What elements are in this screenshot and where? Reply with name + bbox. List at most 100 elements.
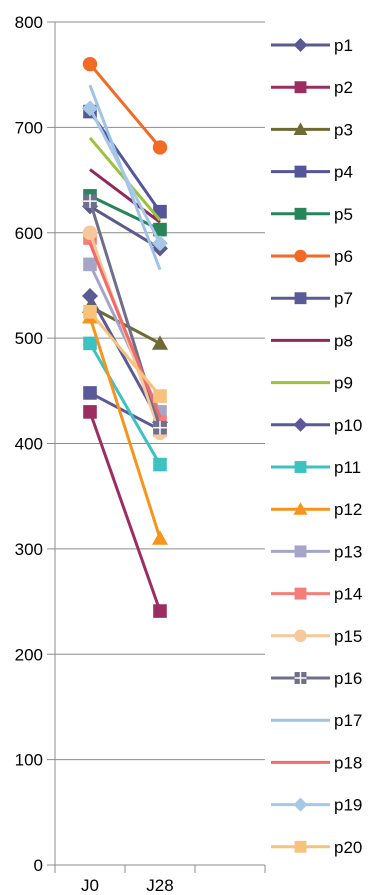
y-tick-label: 600 [15, 224, 43, 243]
legend-label: p2 [334, 78, 353, 97]
data-point-p16 [83, 194, 97, 208]
series-p19 [82, 100, 168, 252]
legend-swatch-marker [294, 672, 307, 684]
y-tick-label: 800 [15, 13, 43, 32]
legend-label: p4 [334, 163, 353, 182]
legend-label: p17 [334, 711, 362, 730]
legend-label: p11 [334, 458, 361, 477]
legend-label: p5 [334, 205, 353, 224]
legend-entry-p2: p2 [271, 78, 353, 97]
legend-swatch-marker [294, 81, 307, 94]
series-p11 [83, 336, 167, 472]
series-line-p8 [89, 168, 161, 224]
data-point-p20 [83, 304, 97, 319]
legend-entry-p20: p20 [271, 838, 362, 857]
data-point-p20 [153, 389, 167, 403]
legend-entry-p6: p6 [271, 247, 353, 266]
legend-swatch-marker [293, 502, 308, 515]
data-point-p6 [152, 140, 168, 155]
data-point-p2 [153, 604, 167, 618]
legend-label: p1 [334, 36, 353, 55]
x-tick-label: J0 [81, 876, 99, 895]
legend-entry-p15: p15 [271, 627, 362, 646]
series-line-p12 [88, 316, 162, 539]
legend-label: p9 [334, 374, 353, 393]
series-p20 [83, 304, 167, 403]
series-p6 [82, 56, 168, 155]
legend-entry-p1: p1 [271, 36, 353, 55]
y-tick-label: 400 [15, 435, 43, 454]
data-point-p13 [83, 257, 97, 272]
legend-swatch-marker [294, 461, 307, 473]
legend-entry-p11: p11 [271, 458, 361, 477]
data-point-p11 [153, 457, 167, 472]
series-line-p3 [89, 305, 161, 345]
y-tick-label: 500 [15, 329, 43, 348]
data-point-p19 [82, 100, 98, 117]
legend-swatch-marker [294, 207, 307, 220]
data-point-p16 [153, 420, 167, 435]
legend: p1 p2 p3 p4 p5 p6 p7 p8 p9 p10 p11 p12 p13 p14 p15 p16 p… [271, 36, 362, 857]
legend-label: p14 [334, 585, 362, 604]
series-line-p20 [88, 310, 162, 398]
legend-swatch-marker [293, 797, 308, 812]
x-tick-label: J28 [146, 876, 173, 895]
legend-entry-p4: p4 [271, 163, 353, 182]
data-point-p12 [152, 530, 168, 545]
legend-entry-p10: p10 [271, 416, 362, 435]
data-point-p3 [152, 335, 168, 350]
legend-swatch-marker [293, 122, 308, 135]
series-group [82, 56, 168, 618]
y-tick-label: 300 [15, 540, 43, 559]
series-line-p6 [88, 63, 162, 149]
data-point-p2 [83, 405, 97, 419]
legend-swatch-marker [293, 38, 308, 52]
legend-entry-p17: p17 [271, 711, 362, 730]
legend-entry-p13: p13 [271, 542, 362, 561]
series-p18 [88, 242, 162, 418]
series-line-p2 [88, 411, 162, 612]
legend-label: p13 [334, 542, 362, 561]
y-tick-label: 100 [15, 751, 43, 770]
legend-entry-p19: p19 [271, 796, 362, 815]
legend-swatch-marker [294, 165, 307, 178]
data-point-p10 [82, 287, 98, 304]
y-tick-label: 200 [15, 645, 43, 664]
legend-label: p19 [334, 796, 362, 815]
legend-entry-p16: p16 [271, 669, 362, 688]
legend-label: p18 [334, 753, 362, 772]
legend-label: p12 [334, 500, 362, 519]
data-point-p11 [83, 336, 97, 351]
legend-swatch-marker [293, 417, 308, 432]
series-line-p19 [88, 107, 162, 244]
series-line-p18 [88, 242, 162, 418]
legend-label: p8 [334, 331, 353, 350]
legend-label: p3 [334, 120, 353, 139]
legend-entry-p12: p12 [271, 500, 362, 519]
x-axis-ticks: J0 J28 [54, 865, 266, 895]
data-point-p15 [82, 225, 98, 240]
data-point-p6 [82, 56, 98, 72]
series-p8 [89, 168, 161, 224]
legend-swatch-marker [294, 249, 307, 263]
legend-entry-p8: p8 [271, 331, 353, 350]
legend-label: p15 [334, 627, 362, 646]
legend-entry-p3: p3 [271, 120, 353, 139]
series-line-p7 [89, 391, 161, 432]
legend-label: p7 [334, 289, 353, 308]
legend-entry-p14: p14 [271, 585, 362, 604]
legend-swatch-marker [294, 840, 307, 853]
y-tick-label: 0 [34, 856, 43, 875]
legend-label: p10 [334, 416, 362, 435]
legend-entry-p7: p7 [271, 289, 353, 308]
legend-entry-p5: p5 [271, 205, 353, 224]
data-point-p19 [152, 235, 168, 252]
legend-entry-p9: p9 [271, 374, 353, 393]
legend-label: p6 [334, 247, 353, 266]
legend-swatch-marker [294, 545, 307, 558]
y-tick-label: 700 [15, 118, 43, 137]
legend-label: p20 [334, 838, 362, 857]
legend-swatch-marker [294, 587, 307, 600]
legend-label: p16 [334, 669, 362, 688]
